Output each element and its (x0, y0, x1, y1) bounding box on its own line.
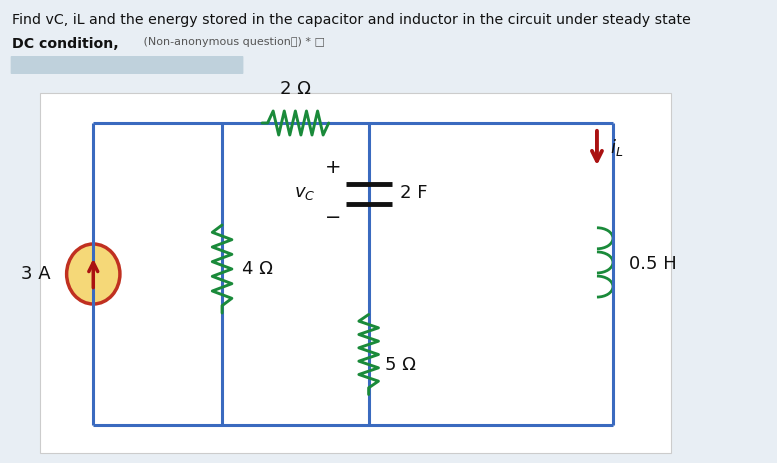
Text: 2 Ω: 2 Ω (280, 80, 311, 98)
Text: 2 F: 2 F (399, 184, 427, 202)
Text: 4 Ω: 4 Ω (242, 260, 273, 278)
Text: +: + (325, 158, 341, 177)
Text: $i_L$: $i_L$ (610, 138, 624, 158)
Circle shape (67, 244, 120, 304)
Text: DC condition,: DC condition, (12, 37, 118, 51)
Text: 0.5 H: 0.5 H (629, 255, 677, 273)
FancyBboxPatch shape (11, 56, 243, 74)
Text: 3 A: 3 A (21, 265, 51, 283)
Text: 5 Ω: 5 Ω (385, 356, 416, 374)
Text: −: − (325, 208, 341, 227)
Text: Find vC, iL and the energy stored in the capacitor and inductor in the circuit u: Find vC, iL and the energy stored in the… (12, 13, 691, 27)
Bar (40, 93, 671, 453)
Text: (Non-anonymous questionⓘ) * □: (Non-anonymous questionⓘ) * □ (141, 37, 326, 47)
Text: $v_C$: $v_C$ (294, 184, 315, 202)
